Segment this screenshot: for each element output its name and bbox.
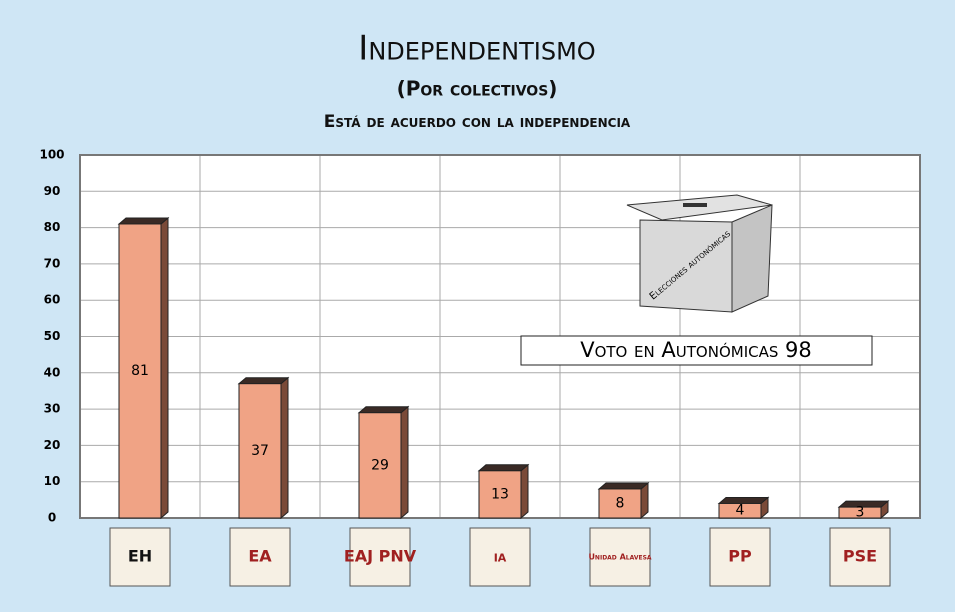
y-tick-label: 20 bbox=[44, 438, 61, 452]
x-tick-label: EAJ PNV bbox=[344, 547, 417, 566]
x-tick-label: PSE bbox=[843, 547, 877, 566]
logo-box bbox=[709, 527, 771, 587]
bar bbox=[718, 502, 762, 519]
bar-top bbox=[237, 377, 290, 385]
bar-top bbox=[597, 482, 650, 490]
bar bbox=[238, 383, 282, 519]
bar-top bbox=[117, 217, 170, 225]
y-tick-label: 40 bbox=[44, 365, 61, 379]
y-tick-label: 100 bbox=[39, 148, 64, 162]
bar-side bbox=[520, 463, 529, 520]
data-label: 8 bbox=[616, 495, 625, 511]
logo-box bbox=[469, 527, 531, 587]
data-label: 13 bbox=[491, 486, 509, 502]
bar bbox=[358, 412, 402, 519]
logo-box bbox=[109, 527, 171, 587]
bar-side bbox=[280, 376, 289, 520]
bar bbox=[838, 506, 882, 519]
logo-box bbox=[829, 527, 891, 587]
y-tick-label: 60 bbox=[44, 293, 61, 307]
ballot-box-side bbox=[731, 204, 773, 313]
x-tick-label: ia bbox=[494, 547, 507, 566]
bar-side bbox=[400, 405, 409, 520]
ballot-slot bbox=[683, 203, 707, 207]
bar bbox=[478, 470, 522, 519]
chart-title: Independentismo bbox=[358, 29, 595, 69]
bar bbox=[118, 223, 162, 519]
logo-box bbox=[229, 527, 291, 587]
chart-caption: Está de acuerdo con la independencia bbox=[324, 112, 631, 132]
y-tick-label: 50 bbox=[44, 329, 61, 343]
x-tick-label: PP bbox=[728, 547, 752, 566]
data-label: 29 bbox=[371, 457, 389, 473]
x-tick-label: EH bbox=[128, 547, 152, 566]
y-tick-label: 70 bbox=[44, 256, 61, 270]
annotation: Voto en Autonómicas 98 bbox=[580, 338, 812, 362]
y-tick-label: 0 bbox=[48, 511, 56, 525]
data-label: 3 bbox=[856, 505, 865, 521]
bar-top bbox=[477, 464, 530, 472]
logo-box bbox=[589, 527, 651, 587]
y-tick-label: 80 bbox=[44, 220, 61, 234]
bar-top bbox=[357, 406, 410, 414]
x-tick-label: Unidad Alavesa bbox=[588, 553, 651, 562]
y-tick-label: 10 bbox=[44, 474, 61, 488]
logo-box bbox=[349, 527, 411, 587]
data-label: 81 bbox=[131, 363, 149, 379]
bar-side bbox=[160, 216, 169, 520]
data-label: 4 bbox=[736, 503, 745, 519]
x-tick-label: EA bbox=[248, 547, 272, 566]
bar bbox=[598, 488, 642, 519]
data-label: 37 bbox=[251, 443, 269, 459]
y-tick-label: 90 bbox=[44, 184, 61, 198]
y-tick-label: 30 bbox=[44, 402, 61, 416]
chart-subtitle: (Por colectivos) bbox=[397, 77, 558, 101]
annotation-box bbox=[520, 335, 873, 366]
